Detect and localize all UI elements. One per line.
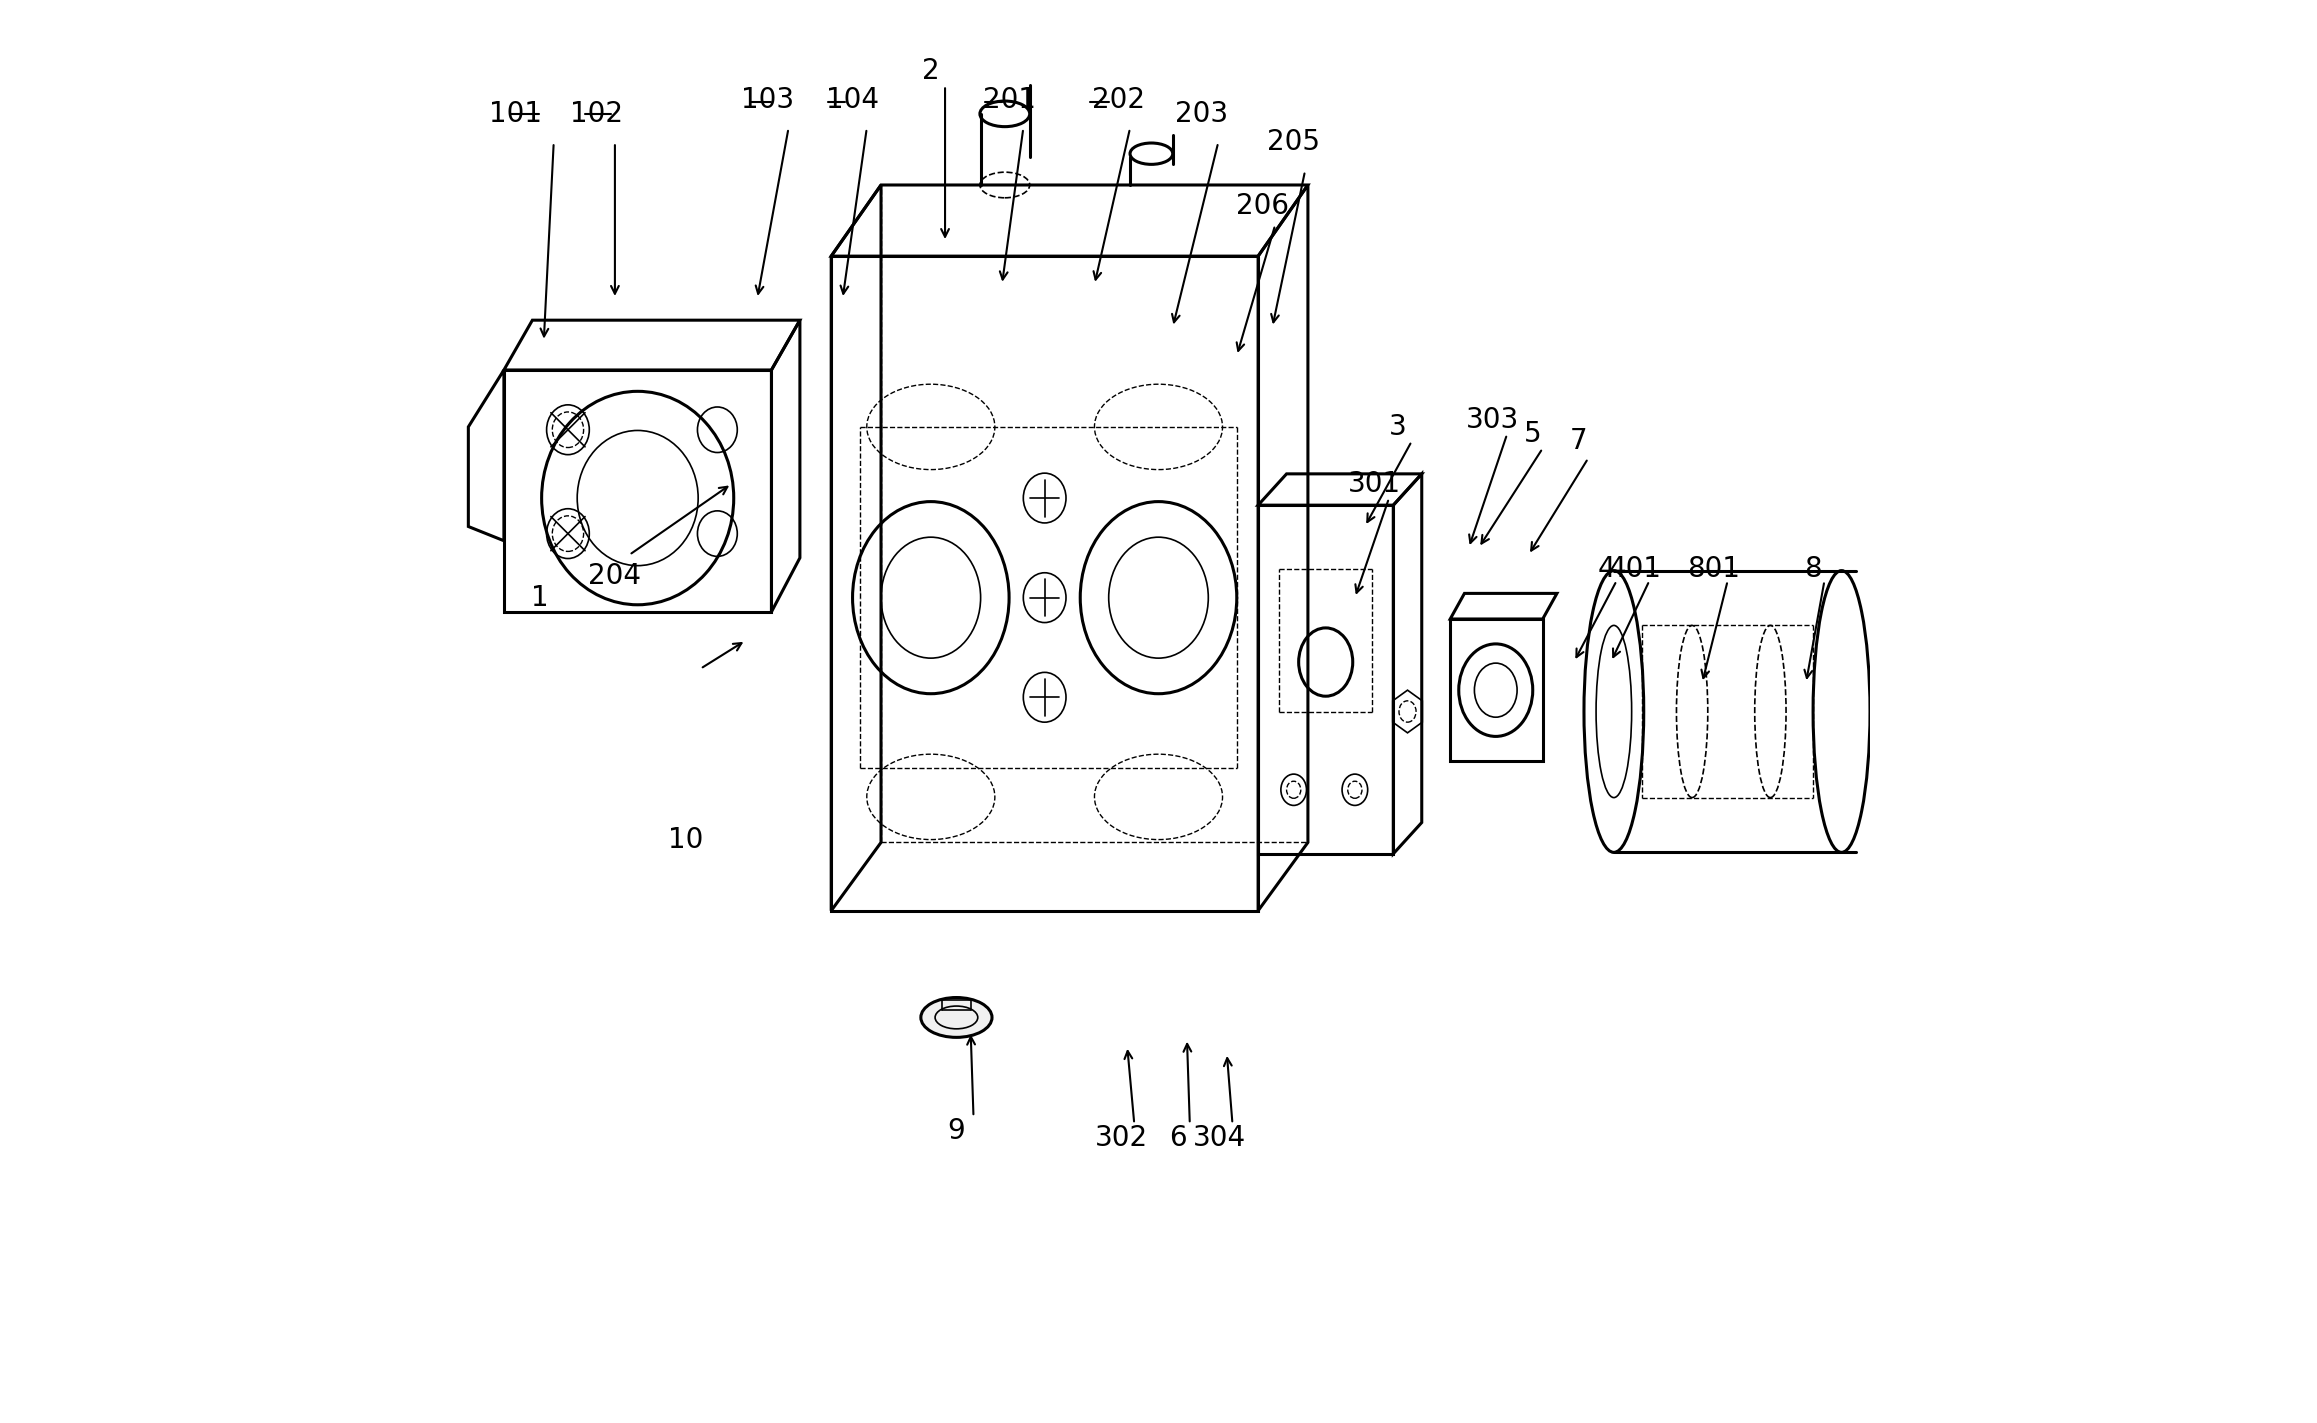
Text: 201: 201: [982, 85, 1036, 114]
Text: 9: 9: [948, 1117, 966, 1146]
Text: 303: 303: [1467, 406, 1520, 434]
Text: 302: 302: [1096, 1124, 1147, 1153]
Text: 205: 205: [1267, 128, 1321, 157]
Text: 2: 2: [922, 57, 941, 85]
Text: 1: 1: [531, 583, 549, 612]
Text: 202: 202: [1091, 85, 1145, 114]
Text: 304: 304: [1193, 1124, 1247, 1153]
Text: 301: 301: [1348, 470, 1402, 498]
Ellipse shape: [980, 101, 1029, 127]
Text: 204: 204: [589, 562, 642, 591]
Text: 3: 3: [1388, 413, 1406, 441]
Text: 801: 801: [1687, 555, 1740, 583]
Text: 10: 10: [667, 825, 704, 854]
Text: 101: 101: [489, 100, 542, 128]
Text: 103: 103: [741, 85, 795, 114]
Text: 6: 6: [1170, 1124, 1186, 1153]
Ellipse shape: [920, 998, 992, 1037]
Text: 7: 7: [1569, 427, 1587, 455]
Text: 401: 401: [1608, 555, 1661, 583]
Text: 5: 5: [1525, 420, 1541, 448]
Text: 203: 203: [1175, 100, 1228, 128]
Ellipse shape: [1131, 144, 1172, 164]
Text: 206: 206: [1235, 192, 1288, 221]
Text: 104: 104: [827, 85, 878, 114]
Text: 4: 4: [1599, 555, 1615, 583]
Text: 8: 8: [1805, 555, 1821, 583]
Text: 102: 102: [570, 100, 623, 128]
